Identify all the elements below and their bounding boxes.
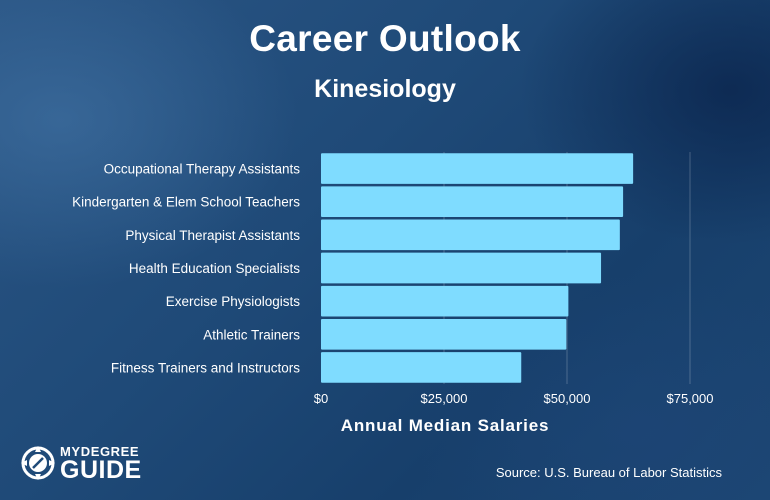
bar [321, 186, 624, 218]
x-tick-label: $50,000 [544, 391, 591, 406]
bar [321, 153, 634, 184]
x-tick-label: $75,000 [667, 391, 714, 406]
category-label: Health Education Specialists [129, 261, 300, 276]
bar [321, 252, 602, 284]
category-label: Physical Therapist Assistants [125, 228, 300, 243]
x-tick-label: $25,000 [421, 391, 468, 406]
mydegreeguide-logo: MYDEGREE GUIDE [20, 443, 160, 485]
bar [321, 352, 522, 383]
category-label: Fitness Trainers and Instructors [111, 360, 300, 375]
bar [321, 285, 569, 317]
x-axis-title: Annual Median Salaries [340, 416, 550, 435]
category-label: Occupational Therapy Assistants [104, 162, 301, 177]
x-tick-label: $0 [314, 391, 328, 406]
chart-title: Career Outlook [249, 18, 521, 59]
compass-logo-icon [21, 446, 55, 480]
chart-subtitle: Kinesiology [314, 75, 456, 103]
category-label: Exercise Physiologists [166, 294, 301, 309]
bar [321, 318, 567, 350]
category-label: Athletic Trainers [203, 327, 300, 342]
source-note: Source: U.S. Bureau of Labor Statistics [495, 465, 722, 480]
logo-text-top: MYDEGREE [60, 444, 140, 459]
logo-text-bottom: GUIDE [60, 456, 142, 484]
bar [321, 219, 620, 251]
category-label: Kindergarten & Elem School Teachers [72, 195, 300, 210]
